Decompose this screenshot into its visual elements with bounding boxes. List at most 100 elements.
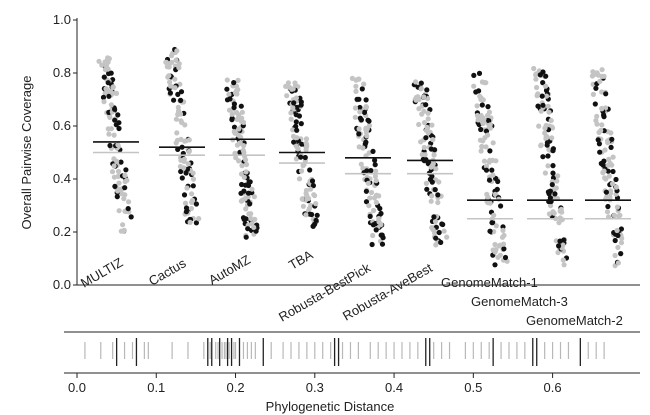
data-point [294, 127, 300, 133]
data-point [545, 189, 552, 195]
data-point [497, 252, 503, 258]
x-axis-title: Phylogenetic Distance [266, 399, 395, 414]
data-point [492, 191, 498, 197]
data-point [548, 117, 554, 124]
data-point [425, 161, 431, 167]
data-point [188, 205, 194, 212]
data-point [105, 80, 111, 86]
data-point [224, 86, 230, 92]
data-point [356, 76, 362, 82]
data-point [179, 175, 185, 181]
data-point [363, 97, 369, 103]
data-point [494, 186, 500, 192]
x-tick-label: 0.2 [226, 380, 244, 395]
data-point [606, 173, 612, 179]
data-point [550, 163, 556, 169]
data-point [174, 130, 180, 136]
data-point [432, 187, 438, 193]
data-point [372, 162, 378, 168]
data-point [356, 96, 362, 102]
data-point [555, 173, 561, 179]
data-point [561, 262, 567, 268]
data-point [433, 235, 439, 241]
data-point [118, 228, 124, 234]
data-point [370, 232, 376, 239]
x-tick-label: 0.1 [147, 380, 165, 395]
data-point [612, 237, 618, 244]
data-point [501, 232, 507, 238]
data-point [283, 83, 289, 89]
data-point [479, 102, 485, 108]
data-point [601, 168, 607, 174]
data-point [604, 209, 611, 215]
data-point [479, 144, 485, 150]
data-point [120, 222, 126, 228]
data-point [610, 168, 616, 175]
data-point [108, 102, 114, 108]
data-point [190, 170, 196, 176]
data-point [538, 108, 544, 114]
data-point [474, 103, 480, 109]
data-point [373, 168, 379, 174]
data-point [353, 83, 359, 89]
data-point [115, 142, 121, 148]
data-point [429, 122, 435, 128]
data-point [314, 212, 320, 218]
data-point [545, 163, 551, 169]
data-point [234, 116, 240, 122]
data-point [540, 102, 546, 108]
data-point [533, 76, 539, 82]
data-point [476, 88, 482, 94]
data-point [418, 80, 424, 86]
data-point [556, 220, 562, 226]
data-point [112, 106, 118, 112]
data-point [190, 183, 196, 189]
data-point [611, 212, 618, 218]
data-point [122, 172, 128, 179]
data-point [478, 126, 484, 133]
data-point [599, 67, 605, 73]
method-label: GenomeMatch-3 [471, 294, 568, 309]
data-point [599, 106, 605, 112]
data-point [236, 112, 242, 118]
data-point [369, 241, 375, 248]
data-point [128, 214, 134, 220]
y-tick-label: 0.4 [53, 171, 71, 186]
data-point [243, 169, 249, 175]
data-point [293, 143, 299, 149]
data-point [181, 192, 188, 198]
data-point [111, 132, 117, 138]
data-point [531, 65, 537, 72]
data-point [590, 69, 596, 75]
data-point [543, 83, 549, 89]
data-point [490, 247, 496, 253]
data-point [608, 144, 614, 150]
data-point [290, 127, 296, 133]
data-point [551, 210, 557, 216]
method-label: TBA [286, 247, 316, 273]
data-point [536, 123, 542, 129]
data-point [423, 102, 429, 108]
data-point [187, 219, 193, 225]
mean-lines [93, 138, 631, 220]
data-point [243, 206, 249, 212]
phylogenetic-distance-axes: 0.0 0.1 0.2 0.3 0.4 0.5 0.6 [64, 331, 640, 395]
data-point [535, 91, 541, 97]
data-point [424, 186, 430, 192]
data-point [590, 91, 597, 97]
data-point [106, 93, 112, 99]
data-point [293, 156, 299, 162]
data-point [477, 93, 483, 99]
data-point [298, 168, 305, 174]
data-point [370, 148, 376, 154]
data-point [439, 221, 445, 227]
data-point [236, 158, 242, 164]
data-point [479, 79, 485, 85]
data-point [293, 95, 299, 101]
data-point [373, 199, 379, 206]
data-point [113, 90, 120, 96]
data-point [235, 77, 241, 83]
data-point [357, 104, 363, 111]
data-point [167, 79, 173, 85]
data-point [543, 93, 550, 99]
